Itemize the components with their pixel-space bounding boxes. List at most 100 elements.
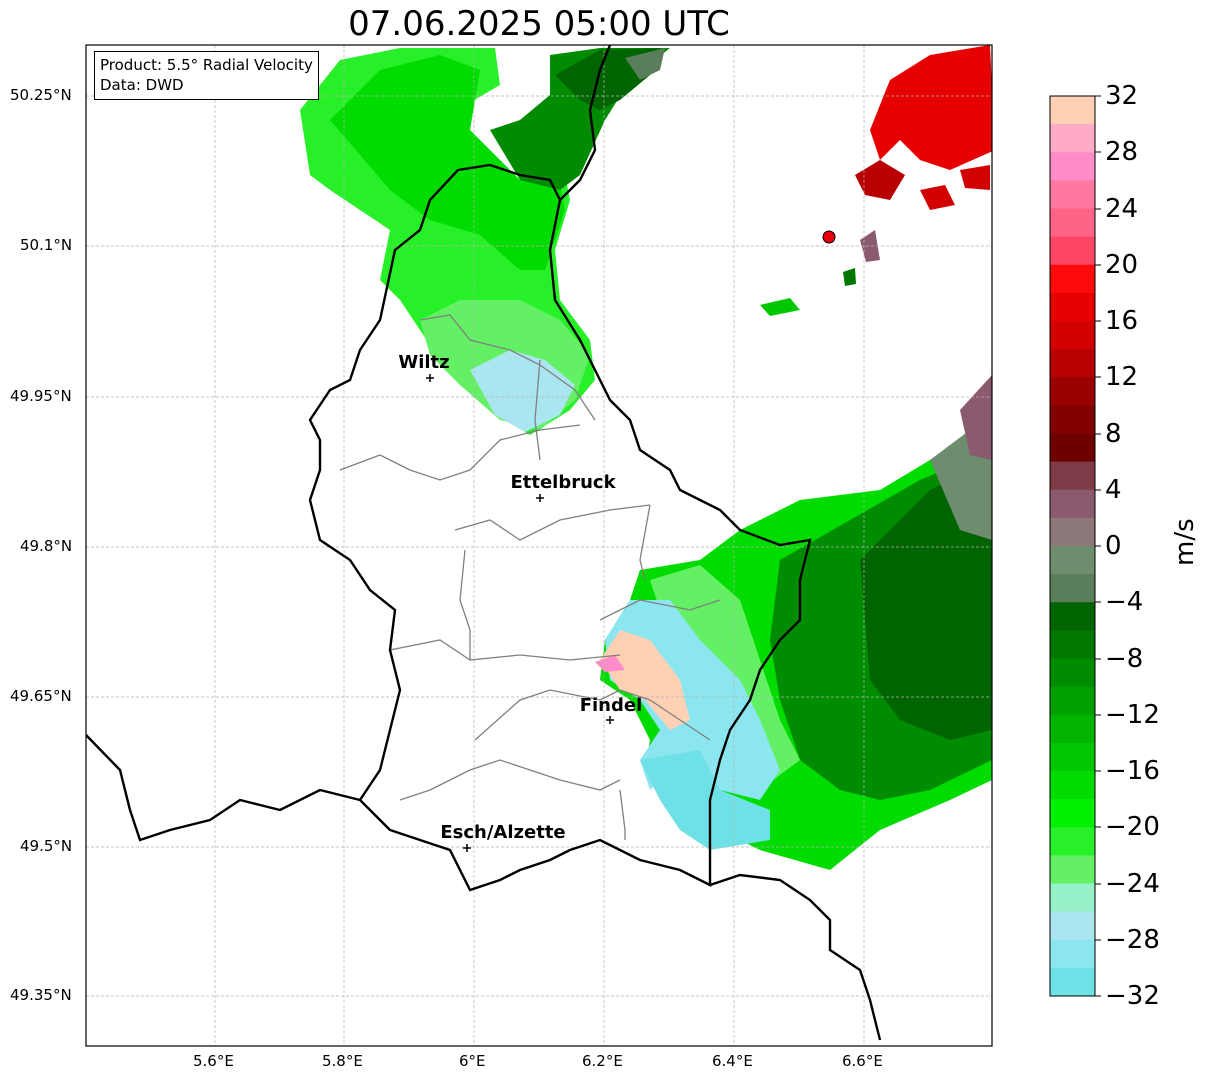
velocity-area-east-cyan-south <box>640 750 770 850</box>
colorbar-segment <box>1050 883 1095 913</box>
lon-tick-label: 5.6°E <box>193 1052 234 1070</box>
lon-tick-label: 6.2°E <box>582 1052 623 1070</box>
lat-tick-label: 49.5°N <box>20 837 73 855</box>
colorbar-segment <box>1050 602 1095 631</box>
lat-tick-label: 50.25°N <box>10 86 72 104</box>
colorbar-segment <box>1050 433 1095 463</box>
colorbar-tick-label: 0 <box>1105 531 1122 561</box>
colorbar-segment <box>1050 939 1095 969</box>
velocity-area-northeast-red-small-2 <box>960 165 990 190</box>
colorbar-segment <box>1050 236 1095 266</box>
lat-tick-label: 49.35°N <box>10 986 72 1004</box>
colorbar-tick-label: 32 <box>1105 81 1139 111</box>
city-labels: Wiltz Ettelbruck Findel Esch/Alzette <box>398 352 642 843</box>
border-germany-belgium <box>559 45 612 201</box>
colorbar-tick-label: −8 <box>1105 644 1144 674</box>
city-label-ettelbruck: Ettelbruck <box>510 472 616 493</box>
colorbar-segment <box>1050 292 1095 322</box>
colorbar-tick-label: −32 <box>1105 981 1160 1011</box>
colorbar-tick-label: 20 <box>1105 250 1139 280</box>
colorbar-segment <box>1050 180 1095 210</box>
colorbar-segment <box>1050 405 1095 435</box>
radar-velocity-layer <box>300 45 992 870</box>
colorbar-segment <box>1050 855 1095 885</box>
colorbar-tick-label: 28 <box>1105 137 1139 167</box>
velocity-speckle-dark-green <box>843 268 856 286</box>
colorbar-segment <box>1050 489 1095 519</box>
velocity-area-northeast-darkred <box>855 160 905 200</box>
map-title: 07.06.2025 05:00 UTC <box>348 4 730 44</box>
colorbar-segment <box>1050 377 1095 406</box>
city-label-esch: Esch/Alzette <box>440 822 565 843</box>
colorbar-segment <box>1050 630 1095 660</box>
lat-tick-label: 49.95°N <box>10 387 72 405</box>
velocity-area-northeast-red <box>870 45 992 170</box>
lat-tick-label: 49.8°N <box>20 537 73 555</box>
city-marker-esch <box>463 844 471 852</box>
colorbar-segment <box>1050 827 1095 856</box>
colorbar-tick-label: 24 <box>1105 194 1139 224</box>
colorbar-tick-label: −4 <box>1105 587 1144 617</box>
colorbar-tick-label: −12 <box>1105 700 1160 730</box>
colorbar-segment <box>1050 686 1095 716</box>
colorbar-segment <box>1050 799 1095 828</box>
colorbar-segment <box>1050 321 1095 350</box>
colorbar-ticks <box>1095 95 1101 997</box>
country-borders <box>86 45 882 1041</box>
velocity-area-north-olive <box>625 48 665 80</box>
colorbar-segment <box>1050 546 1095 575</box>
lon-tick-label: 6.4°E <box>712 1052 753 1070</box>
velocity-area-north-green <box>330 55 565 270</box>
radar-site-marker <box>822 230 836 244</box>
colorbar-segment <box>1050 152 1095 181</box>
colorbar-tick-label: 4 <box>1105 475 1122 505</box>
border-france-germany <box>709 873 882 1041</box>
lon-tick-label: 6°E <box>459 1052 486 1070</box>
lon-tick-label: 6.6°E <box>842 1052 883 1070</box>
plot-frame <box>85 44 993 1047</box>
colorbar-unit-label: m/s <box>1170 518 1200 566</box>
colorbar-segment <box>1050 461 1095 491</box>
velocity-area-east-darkest-green <box>860 460 992 740</box>
colorbar-tick-label: −16 <box>1105 756 1160 786</box>
colorbar-segment <box>1050 517 1095 547</box>
velocity-speckle-green <box>760 298 800 316</box>
colorbar-tick-label: −24 <box>1105 869 1160 899</box>
colorbar-tick-label: −20 <box>1105 812 1160 842</box>
colorbar-segment <box>1050 911 1095 941</box>
colorbar-segment <box>1050 264 1095 294</box>
colorbar-segment <box>1050 349 1095 378</box>
border-luxembourg <box>308 163 812 892</box>
velocity-area-northeast-red-small <box>920 185 955 210</box>
velocity-area-east-maroon <box>960 375 992 460</box>
city-marker-wiltz <box>426 374 434 382</box>
colorbar-segment <box>1050 771 1095 800</box>
colorbar-tick-label: −28 <box>1105 925 1160 955</box>
city-marker-findel <box>606 716 614 724</box>
velocity-area-east-peach <box>600 630 690 730</box>
velocity-area-east-pink <box>595 655 625 672</box>
info-box: Product: 5.5° Radial Velocity Data: DWD <box>94 51 319 100</box>
city-markers <box>426 374 614 852</box>
colorbar-segment <box>1050 658 1095 688</box>
city-label-findel: Findel <box>580 695 643 716</box>
border-france-belgium <box>86 734 361 842</box>
colorbar-tick-label: 12 <box>1105 362 1139 392</box>
lon-tick-label: 5.8°E <box>322 1052 363 1070</box>
info-product: Product: 5.5° Radial Velocity <box>100 56 313 74</box>
info-source: Data: DWD <box>100 76 184 94</box>
city-label-wiltz: Wiltz <box>398 352 449 373</box>
colorbar-tick-label: 8 <box>1105 419 1122 449</box>
colorbar-segment <box>1050 967 1095 997</box>
colorbar-segment <box>1050 208 1095 238</box>
colorbar-segment <box>1050 574 1095 603</box>
lat-tick-label: 50.1°N <box>20 236 73 254</box>
colorbar-segment <box>1050 742 1095 772</box>
colorbar-tick-label: 16 <box>1105 306 1139 336</box>
colorbar <box>1050 96 1095 997</box>
velocity-speckle-maroon <box>860 230 880 262</box>
colorbar-segment <box>1050 96 1095 125</box>
canton-borders <box>339 314 721 840</box>
colorbar-segment <box>1050 714 1095 744</box>
